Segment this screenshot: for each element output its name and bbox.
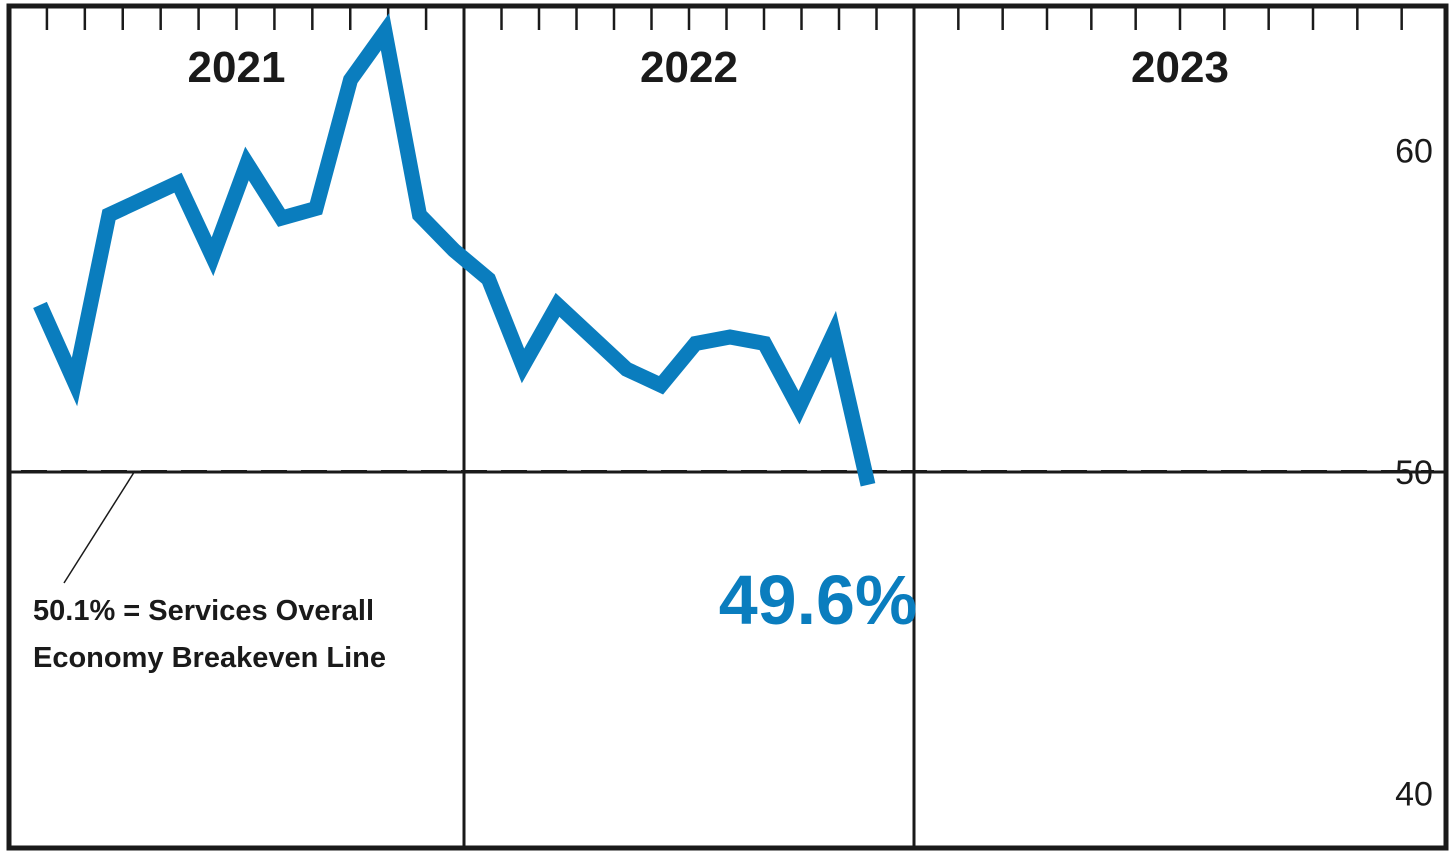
breakeven-annotation: 50.1% = Services Overall Economy Breakev… (33, 470, 386, 674)
year-dividers (462, 6, 916, 848)
plot-frame (6, 3, 1449, 851)
year-label-2022: 2022 (640, 43, 738, 92)
y-tick-label: 50 (1395, 454, 1433, 492)
latest-value-callout: 49.6% (719, 561, 917, 639)
breakeven-label-line-2: Economy Breakeven Line (33, 642, 386, 674)
breakeven-leader-line (63, 470, 136, 584)
y-tick-label: 40 (1395, 775, 1433, 813)
breakeven-label-line-1: 50.1% = Services Overall (33, 595, 374, 627)
year-label-2021: 2021 (188, 43, 286, 92)
year-label-2023: 2023 (1131, 43, 1229, 92)
month-ticks (45, 6, 1403, 30)
y-tick-label: 60 (1395, 133, 1433, 171)
series-group (33, 13, 876, 487)
y-axis-labels: 60 50 40 (1395, 133, 1433, 814)
year-labels: 2021 2022 2023 (188, 43, 1229, 92)
